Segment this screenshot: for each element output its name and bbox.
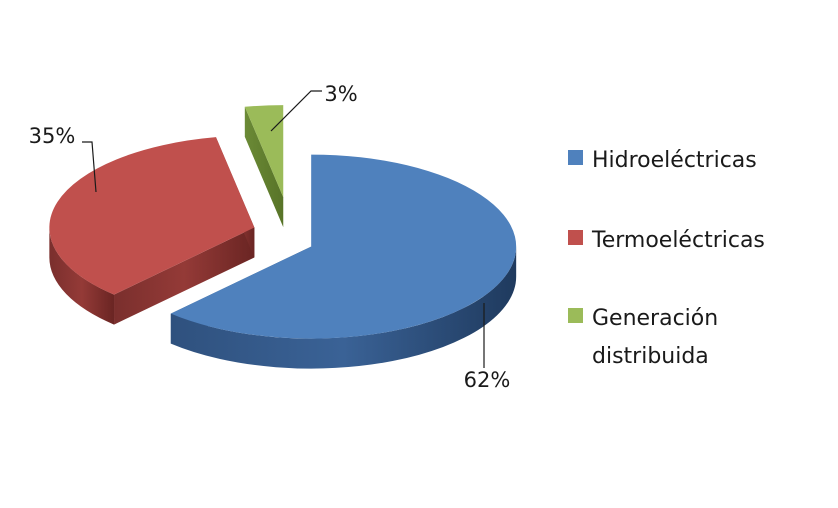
data-label-termoelectricas: 35% <box>29 124 76 148</box>
leader-line-generacion-distribuida <box>270 90 322 132</box>
data-label-generacion-distribuida: 3% <box>324 82 357 106</box>
legend-item-termoelectricas: Termoeléctricas <box>568 228 765 253</box>
legend-swatch <box>568 150 583 165</box>
legend-label: Hidroeléctricas <box>592 148 757 173</box>
data-label-hidroelectricas: 62% <box>464 368 511 392</box>
legend-label: Termoeléctricas <box>591 228 765 253</box>
legend: Hidroeléctricas Termoeléctricas Generación… <box>568 148 765 369</box>
legend-item-generacion-distribuida: Generación distribuida <box>568 306 718 369</box>
pie-slice-termoelectricas <box>49 137 255 325</box>
legend-item-hidroelectricas: Hidroeléctricas <box>568 148 757 173</box>
legend-label: Generación <box>592 306 718 331</box>
legend-label: distribuida <box>592 344 709 369</box>
leader-line-termoelectricas <box>82 141 97 193</box>
legend-swatch <box>568 230 583 245</box>
pie-slice-hidroelectricas <box>170 154 517 369</box>
legend-swatch <box>568 308 583 323</box>
pie-slice-generacion-distribuida <box>244 105 284 228</box>
